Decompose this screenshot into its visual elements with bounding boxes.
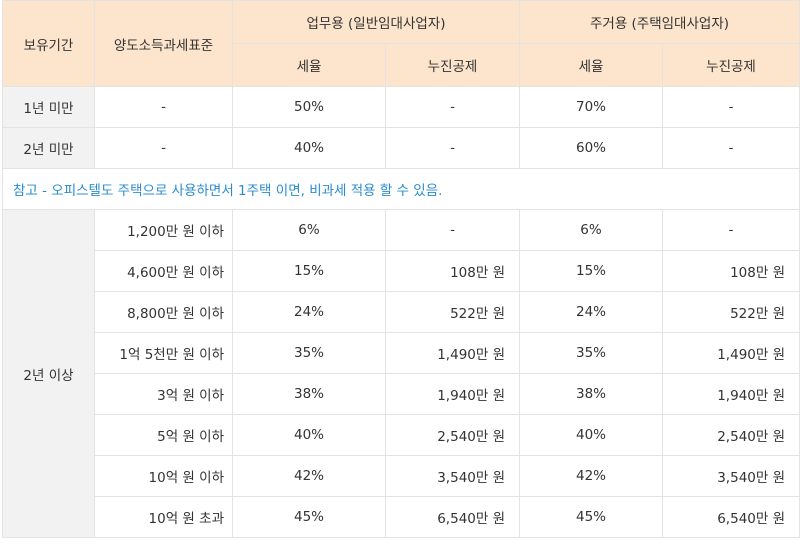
table-header: 보유기간 양도소득과세표준 업무용 (일반임대사업자) 주거용 (주택임대사업자… bbox=[2, 0, 800, 87]
holding-period-cell: 1년 미만 bbox=[2, 86, 95, 128]
business-deduction-cell: 108만 원 bbox=[385, 250, 520, 292]
residential-rate-cell: 35% bbox=[519, 332, 663, 374]
header-business-rate: 세율 bbox=[232, 43, 386, 87]
residential-deduction-cell: - bbox=[662, 127, 800, 169]
residential-rate-cell: 42% bbox=[519, 455, 663, 497]
residential-deduction-cell: 2,540만 원 bbox=[662, 414, 800, 456]
header-holding-period: 보유기간 bbox=[2, 0, 95, 87]
business-deduction-cell: - bbox=[385, 209, 520, 251]
header-residential-deduction: 누진공제 bbox=[662, 43, 800, 87]
residential-deduction-cell: 522만 원 bbox=[662, 291, 800, 333]
header-residential-use: 주거용 (주택임대사업자) bbox=[519, 0, 800, 44]
business-deduction-cell: 1,940만 원 bbox=[385, 373, 520, 415]
residential-rate-cell: 15% bbox=[519, 250, 663, 292]
tax-standard-cell: 10억 원 이하 bbox=[94, 455, 233, 497]
business-rate-cell: 24% bbox=[232, 291, 386, 333]
business-rate-cell: 15% bbox=[232, 250, 386, 292]
table-row: 3억 원 이하 38% 1,940만 원 38% 1,940만 원 bbox=[3, 373, 800, 415]
business-rate-cell: 38% bbox=[232, 373, 386, 415]
residential-deduction-cell: 108만 원 bbox=[662, 250, 800, 292]
residential-deduction-cell: 3,540만 원 bbox=[662, 455, 800, 497]
tax-standard-cell: 1,200만 원 이하 bbox=[94, 209, 233, 251]
header-residential-rate: 세율 bbox=[519, 43, 663, 87]
tax-standard-cell: 10억 원 초과 bbox=[94, 496, 233, 538]
table-row: 8,800만 원 이하 24% 522만 원 24% 522만 원 bbox=[3, 291, 800, 333]
header-business-deduction: 누진공제 bbox=[385, 43, 520, 87]
table-row: 10억 원 이하 42% 3,540만 원 42% 3,540만 원 bbox=[3, 455, 800, 497]
residential-deduction-cell: 6,540만 원 bbox=[662, 496, 800, 538]
residential-deduction-cell: 1,940만 원 bbox=[662, 373, 800, 415]
business-rate-cell: 50% bbox=[232, 86, 386, 128]
business-rate-cell: 40% bbox=[232, 414, 386, 456]
residential-rate-cell: 6% bbox=[519, 209, 663, 251]
header-business-use: 업무용 (일반임대사업자) bbox=[232, 0, 520, 44]
residential-deduction-cell: 1,490만 원 bbox=[662, 332, 800, 374]
tax-standard-cell: - bbox=[94, 127, 233, 169]
residential-rate-cell: 38% bbox=[519, 373, 663, 415]
business-rate-cell: 35% bbox=[232, 332, 386, 374]
tax-standard-cell: - bbox=[94, 86, 233, 128]
residential-rate-cell: 40% bbox=[519, 414, 663, 456]
residential-rate-cell: 45% bbox=[519, 496, 663, 538]
table-row: 10억 원 초과 45% 6,540만 원 45% 6,540만 원 bbox=[3, 496, 800, 538]
tax-standard-cell: 1억 5천만 원 이하 bbox=[94, 332, 233, 374]
tax-standard-cell: 4,600만 원 이하 bbox=[94, 250, 233, 292]
table-row: 1년 미만 - 50% - 70% - bbox=[2, 86, 800, 128]
table-row: 2년 이상 1,200만 원 이하 6% - 6% - bbox=[2, 209, 800, 538]
table-row: 1억 5천만 원 이하 35% 1,490만 원 35% 1,490만 원 bbox=[3, 332, 800, 374]
residential-rate-cell: 24% bbox=[519, 291, 663, 333]
business-deduction-cell: 522만 원 bbox=[385, 291, 520, 333]
business-deduction-cell: 3,540만 원 bbox=[385, 455, 520, 497]
business-deduction-cell: 1,490만 원 bbox=[385, 332, 520, 374]
business-deduction-cell: 2,540만 원 bbox=[385, 414, 520, 456]
business-deduction-cell: 6,540만 원 bbox=[385, 496, 520, 538]
note-text: 참고 - 오피스텔도 주택으로 사용하면서 1주택 이면, 비과세 적용 할 수… bbox=[2, 168, 800, 210]
business-rate-cell: 40% bbox=[232, 127, 386, 169]
header-tax-standard: 양도소득과세표준 bbox=[94, 0, 233, 87]
residential-deduction-cell: - bbox=[662, 209, 800, 251]
tax-standard-cell: 8,800만 원 이하 bbox=[94, 291, 233, 333]
business-rate-cell: 45% bbox=[232, 496, 386, 538]
table-row: 2년 미만 - 40% - 60% - bbox=[2, 127, 800, 169]
tax-standard-cell: 5억 원 이하 bbox=[94, 414, 233, 456]
business-deduction-cell: - bbox=[385, 86, 520, 128]
note-row: 참고 - 오피스텔도 주택으로 사용하면서 1주택 이면, 비과세 적용 할 수… bbox=[2, 168, 800, 210]
residential-rate-cell: 60% bbox=[519, 127, 663, 169]
residential-deduction-cell: - bbox=[662, 86, 800, 128]
table-row: 4,600만 원 이하 15% 108만 원 15% 108만 원 bbox=[3, 250, 800, 292]
table-row: 5억 원 이하 40% 2,540만 원 40% 2,540만 원 bbox=[3, 414, 800, 456]
holding-period-cell: 2년 이상 bbox=[2, 209, 95, 538]
business-rate-cell: 6% bbox=[232, 209, 386, 251]
residential-rate-cell: 70% bbox=[519, 86, 663, 128]
holding-period-cell: 2년 미만 bbox=[2, 127, 95, 169]
business-rate-cell: 42% bbox=[232, 455, 386, 497]
tax-standard-cell: 3억 원 이하 bbox=[94, 373, 233, 415]
business-deduction-cell: - bbox=[385, 127, 520, 169]
